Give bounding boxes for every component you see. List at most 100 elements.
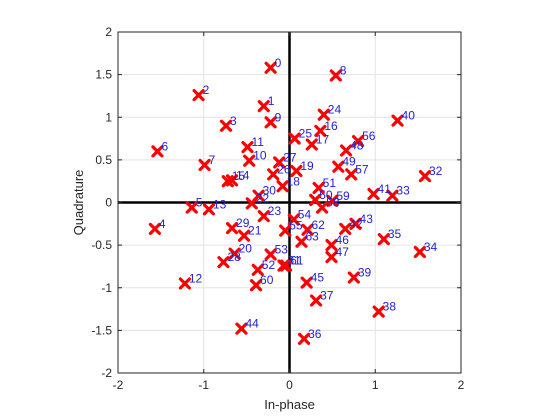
data-point-marker	[192, 88, 205, 102]
data-point-marker	[257, 210, 270, 223]
marker-stroke	[301, 223, 314, 236]
marker-stroke	[277, 259, 290, 272]
data-point-label: 55	[289, 219, 303, 233]
marker-stroke	[332, 160, 345, 173]
data-point-marker	[317, 108, 330, 121]
data-point-marker	[235, 322, 248, 335]
data-point-label: 22	[256, 191, 270, 205]
marker-stroke	[386, 189, 399, 202]
marker-stroke	[290, 164, 303, 178]
marker-stroke	[264, 248, 277, 261]
data-point-marker	[264, 61, 277, 74]
zero-axes	[118, 32, 461, 373]
data-point-label: 61	[290, 254, 304, 268]
data-point-marker	[352, 135, 365, 148]
data-point-marker	[185, 201, 198, 214]
tick-labels: -2 -1 0 1 2-2-1.5-1-0.500.511.52	[91, 25, 464, 392]
data-point-marker	[391, 114, 404, 127]
data-point-marker	[377, 233, 390, 246]
data-point-marker	[347, 271, 360, 284]
marker-stroke	[228, 247, 241, 260]
marker-stroke	[339, 144, 353, 157]
marker-stroke	[325, 239, 338, 252]
data-point-label: 30	[263, 184, 277, 198]
marker-stroke	[325, 250, 338, 264]
marker-stroke	[391, 114, 404, 127]
data-point-label: 54	[298, 208, 312, 222]
marker-stroke	[192, 88, 205, 102]
data-point-label: 7	[209, 153, 216, 167]
marker-stroke	[202, 203, 215, 216]
data-point-label: 46	[336, 233, 350, 247]
marker-stroke	[288, 132, 301, 145]
data-point-marker	[237, 229, 251, 242]
data-point-label: 15	[232, 169, 246, 183]
data-point-label: 36	[308, 327, 322, 341]
x-tick-label: 2	[458, 378, 465, 392]
data-point-label: 44	[245, 317, 259, 331]
marker-stroke	[326, 194, 339, 207]
marker-stroke	[347, 271, 360, 284]
data-point-label: 29	[236, 216, 250, 230]
data-point-marker	[325, 250, 338, 264]
data-point-label: 11	[251, 135, 264, 149]
data-point-marker	[264, 248, 277, 261]
marker-stroke	[413, 245, 426, 259]
data-point-label: 41	[378, 182, 392, 196]
data-point-marker	[279, 224, 292, 237]
data-point-marker	[249, 279, 263, 292]
data-point-label: 33	[396, 184, 410, 198]
data-point-label: 34	[424, 240, 438, 254]
marker-stroke	[148, 222, 161, 236]
data-point-label: 50	[319, 188, 333, 202]
data-point-label: 35	[388, 227, 402, 241]
marker-stroke	[345, 168, 358, 181]
data-point-label: 31	[287, 254, 301, 268]
marker-stroke	[225, 221, 239, 235]
data-point-marker	[326, 194, 339, 207]
marker-stroke	[237, 229, 251, 242]
marker-stroke	[295, 235, 308, 248]
data-point-label: 56	[362, 129, 376, 143]
data-point-marker	[241, 140, 254, 154]
data-point-label: 38	[383, 300, 397, 314]
marker-stroke	[309, 193, 322, 207]
data-point-marker	[217, 256, 230, 269]
marker-stroke	[241, 140, 254, 154]
data-point-label: 28	[227, 250, 241, 264]
marker-stroke	[312, 181, 325, 195]
data-point-marker	[339, 222, 352, 236]
y-tick-label: 0	[105, 196, 112, 210]
marker-stroke	[297, 332, 311, 345]
data-point-marker	[309, 294, 323, 307]
data-point-label: 10	[253, 149, 267, 163]
y-tick-label: -1.5	[91, 323, 112, 337]
data-point-marker	[228, 247, 241, 260]
data-point-marker	[339, 144, 353, 157]
data-point-label: 25	[299, 127, 313, 141]
data-point-marker	[418, 169, 432, 183]
data-point-label: 26	[277, 162, 291, 176]
data-point-marker	[345, 168, 358, 181]
data-point-marker	[279, 259, 293, 272]
data-point-marker	[332, 160, 345, 173]
marker-stroke	[314, 124, 327, 137]
marker-stroke	[339, 222, 352, 236]
marker-stroke	[243, 154, 256, 167]
x-tick-label: 1	[372, 378, 379, 392]
data-point-label: 13	[213, 197, 227, 211]
marker-stroke	[372, 305, 385, 318]
data-point-label: 48	[350, 138, 364, 152]
data-point-label: 2	[203, 83, 210, 97]
data-point-marker	[243, 154, 256, 167]
data-point-label: 0	[275, 56, 282, 70]
point-labels: 0123456789101112131415161718192021222324…	[159, 56, 443, 341]
marker-stroke	[279, 259, 293, 272]
data-point-marker	[225, 221, 239, 235]
data-point-marker	[386, 189, 399, 202]
data-point-marker	[367, 187, 380, 201]
y-tick-label: 0.5	[95, 153, 112, 167]
data-point-marker	[413, 245, 426, 259]
data-point-label: 9	[275, 110, 282, 124]
marker-stroke	[273, 156, 286, 169]
